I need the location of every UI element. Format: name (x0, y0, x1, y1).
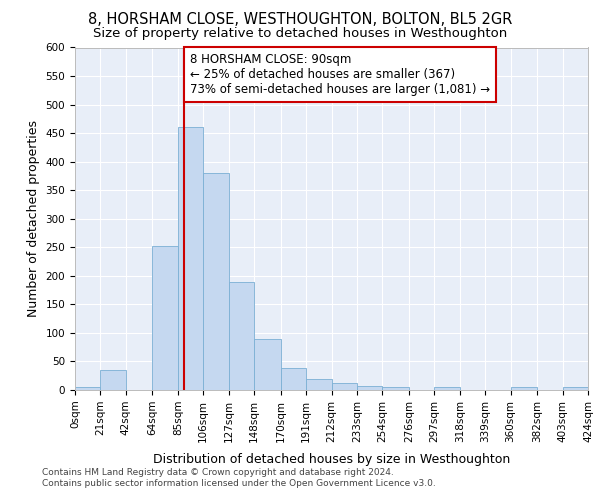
Bar (203, 173, 229, 390)
Bar (229, 282, 254, 390)
Bar (331, 382, 357, 390)
Bar (434, 387, 460, 390)
Y-axis label: Number of detached properties: Number of detached properties (27, 120, 40, 318)
Bar (100, 370, 126, 390)
Bar (254, 338, 281, 390)
Bar (281, 368, 306, 390)
Bar (511, 386, 537, 390)
Bar (152, 246, 178, 390)
Text: Contains HM Land Registry data © Crown copyright and database right 2024.
Contai: Contains HM Land Registry data © Crown c… (42, 468, 436, 487)
Bar (563, 387, 588, 390)
Bar (75, 387, 100, 390)
X-axis label: Distribution of detached houses by size in Westhoughton: Distribution of detached houses by size … (153, 453, 510, 466)
Bar (357, 386, 382, 390)
Bar (178, 128, 203, 390)
Text: 8 HORSHAM CLOSE: 90sqm
← 25% of detached houses are smaller (367)
73% of semi-de: 8 HORSHAM CLOSE: 90sqm ← 25% of detached… (190, 53, 490, 96)
Text: Size of property relative to detached houses in Westhoughton: Size of property relative to detached ho… (93, 28, 507, 40)
Bar (382, 386, 409, 390)
Bar (306, 378, 331, 390)
Text: 8, HORSHAM CLOSE, WESTHOUGHTON, BOLTON, BL5 2GR: 8, HORSHAM CLOSE, WESTHOUGHTON, BOLTON, … (88, 12, 512, 28)
